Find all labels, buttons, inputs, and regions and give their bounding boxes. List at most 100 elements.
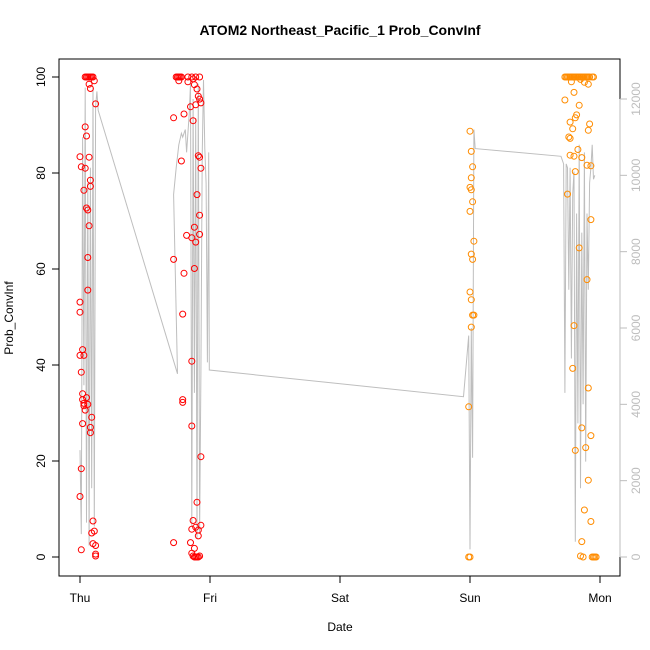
data-point (465, 403, 473, 411)
data-point (467, 186, 475, 194)
data-point (566, 134, 574, 142)
y-tick-label: 60 (34, 262, 48, 276)
data-point (76, 153, 84, 161)
data-point (569, 125, 577, 133)
data-point (197, 164, 205, 172)
data-point (194, 152, 202, 160)
data-point (170, 539, 178, 547)
data-point (194, 553, 202, 561)
data-point (92, 550, 100, 558)
data-point (584, 476, 592, 484)
data-point (586, 120, 594, 128)
y2-tick-label: 12000 (629, 82, 643, 116)
data-point (196, 211, 204, 219)
data-point (81, 123, 89, 131)
data-point (79, 346, 87, 354)
data-point (175, 77, 183, 85)
data-point (579, 553, 587, 561)
data-point (179, 396, 187, 404)
data-point (196, 73, 204, 81)
y-tick-label: 80 (34, 166, 48, 180)
data-point (188, 357, 196, 365)
data-point (170, 255, 178, 263)
data-point (587, 518, 595, 525)
y-axis-label: Prob_ConvInf (2, 281, 16, 355)
data-point (569, 364, 577, 372)
points-layer (76, 73, 600, 561)
data-point (578, 154, 586, 162)
y2-tick-label: 4000 (629, 391, 643, 418)
data-point (570, 322, 578, 330)
data-point (584, 80, 592, 88)
data-point (574, 146, 582, 153)
data-point (79, 420, 87, 428)
y2-tick-label: 6000 (629, 314, 643, 341)
data-point (578, 424, 586, 432)
data-point (80, 402, 88, 410)
data-point (180, 110, 188, 118)
data-point (578, 538, 586, 546)
data-point (196, 552, 204, 560)
data-point (188, 525, 196, 533)
data-point (84, 206, 92, 214)
x-axis-label: Date (327, 620, 353, 634)
data-point (466, 553, 474, 561)
data-point (570, 152, 578, 160)
data-point (80, 351, 88, 359)
data-point (89, 517, 97, 525)
data-point (84, 400, 92, 408)
data-point (467, 147, 475, 155)
data-point (582, 444, 590, 452)
data-point (84, 254, 92, 261)
secondary-line-layer (79, 79, 596, 550)
data-point (467, 323, 475, 331)
data-point (192, 101, 200, 109)
data-point (184, 78, 192, 86)
data-point (469, 198, 477, 206)
data-point (76, 351, 84, 359)
data-point (561, 96, 569, 104)
data-point (80, 399, 88, 407)
data-point (571, 168, 579, 176)
data-point (571, 114, 579, 122)
plot-frame (58, 58, 621, 577)
data-point (85, 153, 93, 161)
data-point (86, 85, 94, 92)
data-point (469, 163, 477, 171)
data-point (81, 164, 89, 172)
data-point (190, 223, 198, 231)
data-point (179, 310, 187, 318)
y2-tick-label: 0 (629, 553, 643, 560)
data-point (193, 191, 201, 199)
data-point (466, 288, 474, 296)
data-point (467, 174, 475, 182)
y-tick-label: 40 (34, 358, 48, 372)
y-tick-label: 20 (34, 454, 48, 468)
axes-layer: Thu Fri Sat Sun Mon 0 20 40 60 80 100 0 2000 4000 6000… (34, 67, 643, 605)
y2-tick-label: 10000 (629, 158, 643, 192)
data-point (583, 276, 591, 284)
data-point (83, 394, 90, 402)
x-tick-label: Sun (459, 591, 480, 605)
data-point (564, 190, 571, 198)
data-point (565, 133, 573, 141)
data-point (567, 78, 575, 86)
x-tick-label: Mon (588, 591, 611, 605)
x-tick-label: Thu (70, 591, 91, 605)
data-point (177, 157, 185, 165)
data-point (467, 296, 475, 304)
data-point (190, 265, 198, 272)
data-point (84, 286, 92, 294)
data-point (76, 493, 84, 500)
data-point (90, 77, 98, 85)
data-point (466, 207, 474, 215)
data-point (77, 163, 85, 171)
data-point (196, 153, 204, 161)
data-point (76, 308, 84, 316)
data-point (584, 126, 592, 134)
data-point (187, 539, 194, 547)
data-point (180, 269, 188, 277)
data-point (86, 176, 94, 184)
data-point (183, 231, 191, 239)
